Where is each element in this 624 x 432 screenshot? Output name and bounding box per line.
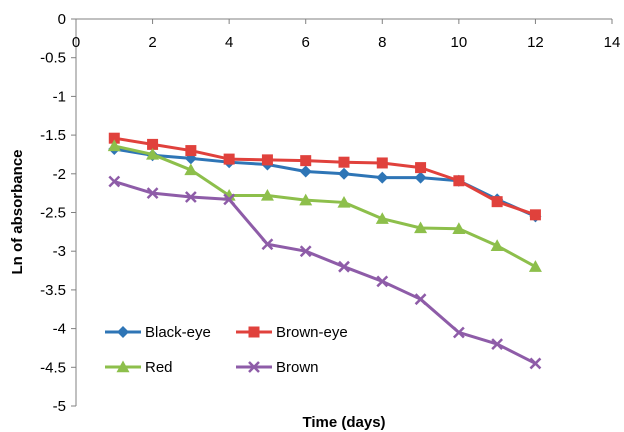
data-point-brown	[452, 326, 465, 339]
y-tick-label: -2.5	[40, 205, 66, 222]
series-layer	[107, 132, 542, 370]
data-point-brown	[184, 191, 197, 203]
x-axis-ticks: 0 2 4 6 8 10 12 14	[72, 19, 621, 51]
data-point-red	[107, 139, 121, 152]
x-tick-label: 2	[148, 34, 156, 51]
data-point-brown	[108, 175, 121, 188]
data-point-brown-eye	[223, 153, 235, 165]
series-brown-eye	[108, 132, 541, 221]
data-point-red	[260, 188, 274, 201]
legend-item-brown: Brown	[236, 359, 319, 376]
data-point-brown-eye	[338, 156, 350, 168]
series-brown	[108, 175, 542, 370]
data-point-black-eye	[338, 167, 350, 180]
legend-item-black-eye: Black-eye	[105, 324, 211, 341]
data-point-red	[528, 260, 542, 272]
y-tick-label: -0.5	[40, 50, 66, 67]
series-line-brown	[113, 180, 537, 365]
data-point-brown	[146, 187, 159, 200]
data-point-brown-eye	[300, 155, 312, 167]
x-tick-label: 8	[378, 34, 386, 51]
data-point-brown	[491, 338, 504, 350]
x-tick-label: 10	[451, 34, 468, 51]
y-tick-label: -3	[53, 243, 66, 260]
data-point-red	[146, 147, 160, 160]
data-point-red	[490, 239, 504, 251]
data-point-black-eye	[299, 165, 312, 178]
data-point-brown-eye	[491, 196, 503, 208]
data-point-red	[375, 212, 389, 224]
data-point-red	[337, 195, 351, 208]
legend-marker-red	[116, 360, 130, 373]
y-axis-title: Ln of absorbance	[9, 149, 26, 274]
y-tick-label: -4	[53, 321, 66, 338]
y-axis-ticks: 0 -0.5 -1 -1.5 -2 -2.5 -3 -3.5 -4 -4.5 -5	[40, 11, 76, 415]
data-point-brown-eye	[147, 138, 159, 150]
legend-label-black-eye: Black-eye	[145, 324, 211, 341]
y-tick-label: -5	[53, 398, 66, 415]
legend-marker-black-eye	[117, 326, 129, 338]
data-point-brown	[338, 260, 350, 273]
y-tick-label: -4.5	[40, 359, 66, 376]
x-tick-label: 6	[302, 34, 310, 51]
x-tick-label: 14	[604, 34, 621, 51]
data-point-brown-eye	[185, 145, 197, 157]
legend: Black-eye Brown-eye Red Brown	[105, 324, 348, 376]
x-tick-label: 0	[72, 34, 80, 51]
data-point-red	[414, 221, 428, 234]
y-tick-label: -1.5	[40, 127, 66, 144]
data-point-black-eye	[414, 171, 427, 184]
legend-item-red: Red	[105, 359, 173, 376]
legend-label-brown: Brown	[276, 359, 319, 376]
data-point-brown-eye	[261, 154, 273, 166]
data-point-black-eye	[376, 171, 389, 184]
legend-label-red: Red	[145, 359, 173, 376]
y-tick-label: -1	[53, 88, 66, 105]
x-tick-label: 4	[225, 34, 233, 51]
data-point-brown	[299, 245, 312, 258]
series-line-brown-eye	[114, 136, 536, 217]
legend-item-brown-eye: Brown-eye	[236, 324, 348, 341]
data-point-red	[299, 193, 313, 206]
legend-marker-brown	[248, 361, 260, 373]
data-point-brown	[376, 275, 389, 288]
y-tick-label: 0	[58, 11, 66, 28]
y-tick-label: -2	[53, 166, 66, 183]
data-point-brown	[414, 293, 427, 306]
data-point-brown	[529, 357, 542, 370]
x-tick-label: 12	[527, 34, 544, 51]
x-axis-title: Time (days)	[302, 414, 385, 431]
data-point-brown-eye	[453, 175, 465, 187]
legend-marker-brown-eye	[248, 326, 260, 338]
data-point-brown	[223, 193, 236, 206]
data-point-red	[184, 163, 198, 176]
data-point-brown-eye	[376, 157, 388, 169]
data-point-red	[452, 222, 466, 234]
data-point-brown-eye	[415, 162, 427, 174]
series-red	[107, 139, 542, 272]
legend-label-brown-eye: Brown-eye	[276, 324, 348, 341]
data-point-brown	[261, 238, 274, 251]
data-point-brown-eye	[529, 209, 541, 221]
series-line-red	[113, 144, 537, 268]
y-tick-label: -3.5	[40, 282, 66, 299]
data-point-brown-eye	[108, 132, 120, 144]
